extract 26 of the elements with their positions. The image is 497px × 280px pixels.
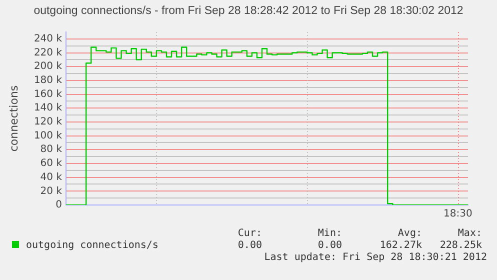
y-tick-label: 20 k [40, 186, 62, 197]
y-tick-label: 120 k [34, 116, 62, 128]
y-tick-label: 240 k [34, 34, 62, 45]
y-tick-label: 220 k [34, 47, 62, 58]
text: Max: [456, 228, 482, 240]
y-tick-label: 0 [56, 200, 62, 211]
y-tick-label: 60 k [40, 158, 62, 170]
text: 228.25k [438, 240, 482, 252]
legend-label: outgoing connections/s [25, 240, 160, 252]
text: 18:30 [444, 208, 472, 220]
text: 0.00 [316, 240, 342, 252]
chart-title: outgoing connections/s - from Fri Sep 28 18:28:42 2012 to Fri Sep 28 18:30:02 2012 [32, 5, 464, 17]
text: Avg: [396, 228, 422, 240]
text: Min: [316, 228, 342, 240]
y-tick-label: 80 k [40, 144, 62, 156]
y-tick-label: 200 k [34, 61, 62, 72]
text: 0.00 [236, 240, 262, 252]
y-axis-title: connections [7, 85, 20, 152]
y-tick-label: 100 k [34, 130, 62, 142]
y-tick-label: 140 k [34, 102, 62, 114]
y-tick-label: 160 k [34, 88, 62, 100]
y-tick-label: 180 k [34, 75, 62, 86]
text: Last update: Fri Sep 28 18:30:21 2012 [263, 252, 487, 263]
y-tick-label: 40 k [40, 172, 62, 183]
text: 162.27k [378, 240, 422, 252]
text: Cur: [236, 228, 262, 240]
